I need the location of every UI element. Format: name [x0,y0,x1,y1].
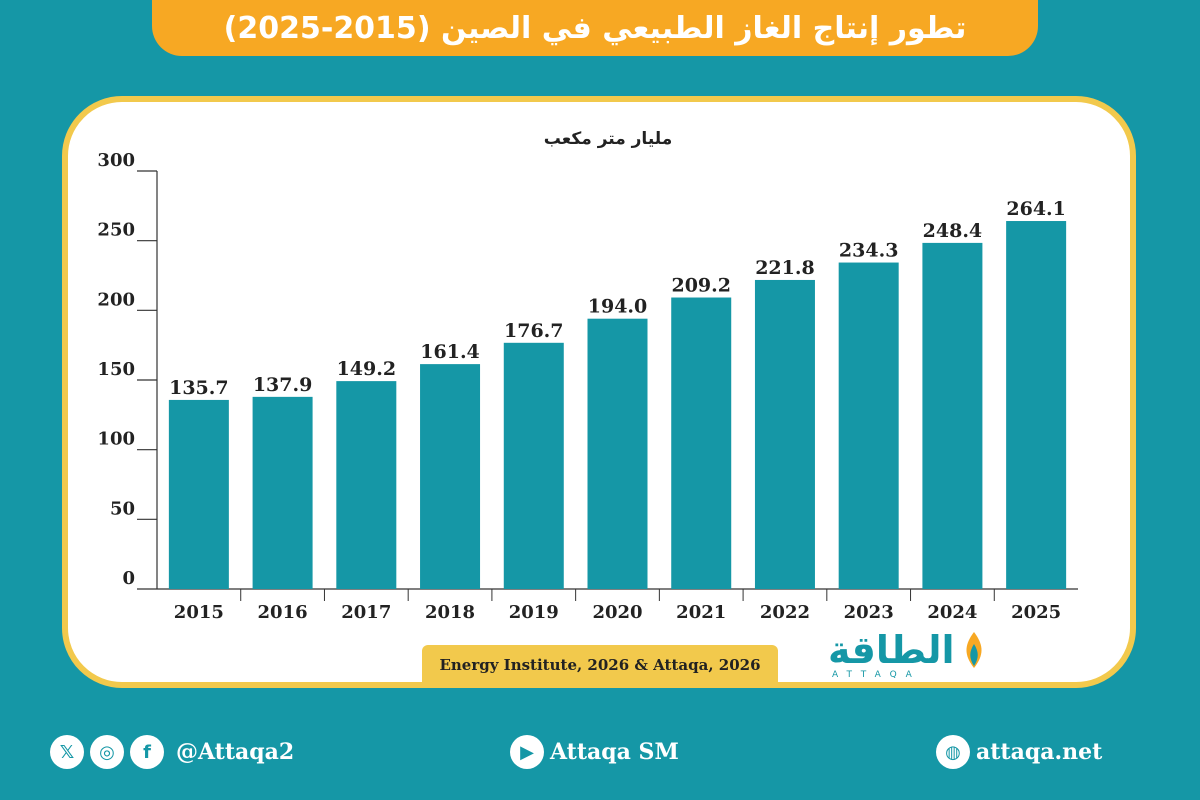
source-label: Energy Institute, 2026 & Attaqa, 2026 [422,645,778,685]
footer-website: ◍ attaqa.net [936,730,1102,774]
x-tick-label: 2020 [592,602,642,623]
youtube-handle[interactable]: Attaqa SM [550,739,679,765]
bar [922,242,983,589]
y-tick-label: 0 [122,568,135,589]
y-tick-label: 50 [110,498,135,519]
logo-wordmark: الطاقة [828,628,955,672]
youtube-icon[interactable]: ▶ [510,735,544,769]
social-handle[interactable]: @Attaqa2 [176,739,295,765]
bar-chart: مليار متر مكعب 0 50 100 150 200 250 300 135.7 201… [97,129,1078,623]
bar-value-label: 161.4 [420,341,480,363]
bar-value-label: 209.2 [671,275,731,297]
logo-subtitle: ATTAQA [832,670,921,680]
bar [168,399,229,589]
bar [252,396,313,589]
x-tick-label: 2023 [844,602,894,623]
bar-value-label: 135.7 [169,377,229,399]
bar [336,381,397,589]
bar [587,318,648,589]
footer-social: 𝕏 ◎ f @Attaqa2 [50,730,294,774]
y-tick-label: 200 [97,289,135,310]
bar [754,279,815,589]
x-tick-label: 2015 [174,602,224,623]
footer-youtube: ▶ Attaqa SM [510,730,679,774]
bar [503,342,564,589]
title-banner: تطور إنتاج الغاز الطبيعي في الصين (2015-… [152,0,1038,56]
bar-value-label: 194.0 [588,296,648,318]
y-tick-label: 300 [97,150,135,171]
bar-value-label: 221.8 [755,257,815,279]
bar-value-label: 176.7 [504,320,564,342]
x-tick-label: 2025 [1011,602,1061,623]
x-tick-label: 2022 [760,602,810,623]
bar [1006,221,1067,589]
y-tick-label: 150 [97,359,135,380]
x-tick-label: 2018 [425,602,475,623]
y-tick-label: 250 [97,220,135,241]
chart-title: تطور إنتاج الغاز الطبيعي في الصين (2015-… [223,10,967,46]
bar [420,364,481,589]
instagram-icon[interactable]: ◎ [90,735,124,769]
x-tick-label: 2024 [927,602,977,623]
bar-value-label: 137.9 [253,374,313,396]
bar [671,297,732,589]
bar-value-label: 149.2 [337,358,397,380]
y-axis-label: مليار متر مكعب [544,129,672,149]
bar-value-label: 248.4 [923,220,983,242]
flame-icon [965,632,982,668]
facebook-icon[interactable]: f [130,735,164,769]
globe-icon[interactable]: ◍ [936,735,970,769]
bar-value-label: 234.3 [839,240,899,262]
x-tick-label: 2016 [258,602,308,623]
x-tick-label: 2017 [341,602,391,623]
x-tick-label: 2021 [676,602,726,623]
website-link[interactable]: attaqa.net [976,739,1103,765]
y-tick-label: 100 [97,429,135,450]
chart-card: مليار متر مكعب 0 50 100 150 200 250 300 135.7 201… [62,96,1136,688]
x-tick-label: 2019 [509,602,559,623]
bar [838,262,899,589]
x-icon[interactable]: 𝕏 [50,735,84,769]
bar-value-label: 264.1 [1006,198,1066,220]
attaqa-logo: الطاقة ATTAQA [828,628,987,680]
